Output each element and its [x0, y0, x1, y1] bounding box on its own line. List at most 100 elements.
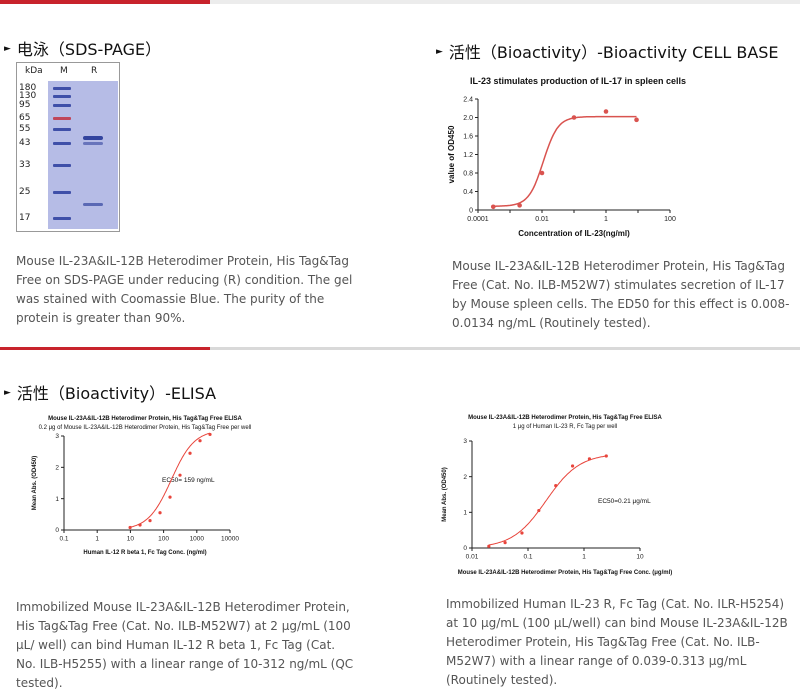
- x-tick-label: 100: [158, 536, 169, 543]
- data-point: [128, 525, 132, 530]
- x-tick-label: 0.01: [466, 554, 479, 561]
- ec50-annotation: EC50=0.21 μg/mL: [598, 498, 651, 505]
- y-tick-label: 0.8: [463, 170, 473, 177]
- bioactivity-cell-description: Mouse IL-23A&IL-12B Heterodimer Protein,…: [452, 259, 790, 330]
- gel-lane-r-label: R: [91, 66, 98, 76]
- y-tick-label: 1.2: [463, 152, 473, 159]
- y-tick-label: 0.4: [463, 189, 473, 196]
- gel-marker-label: 43: [19, 138, 31, 148]
- data-point: [188, 451, 192, 455]
- y-tick-label: 2: [55, 465, 59, 472]
- gel-marker-label: 33: [19, 160, 31, 170]
- elisa-heading: ► 活性（Bioactivity）-ELISA: [4, 380, 216, 404]
- marker-band: [53, 128, 71, 131]
- sample-band: [83, 142, 103, 145]
- sample-band: [83, 203, 103, 206]
- sds-page-heading: ► 电泳（SDS-PAGE）: [4, 36, 161, 60]
- data-point: [539, 170, 545, 176]
- gel-marker-label: 180: [19, 83, 37, 93]
- y-axis-label: value of OD450: [447, 125, 456, 183]
- x-axis-label: Mouse IL-23A&IL-12B Heterodimer Protein,…: [458, 570, 672, 576]
- bioactivity-cell-title: 活性（Bioactivity）-Bioactivity CELL BASE: [448, 43, 779, 62]
- data-point: [603, 109, 609, 114]
- fit-curve: [488, 455, 607, 546]
- marker-band: [53, 191, 71, 194]
- x-tick-label: 10000: [221, 536, 239, 543]
- sample-band: [83, 136, 103, 140]
- bioactivity-cell-heading: ► 活性（Bioactivity）-Bioactivity CELL BASE: [436, 39, 779, 63]
- x-tick-label: 1000: [190, 536, 205, 543]
- section-divider: [0, 347, 800, 350]
- x-tick-label: 1: [582, 554, 586, 561]
- data-point: [571, 115, 577, 120]
- gel-lane-m-label: M: [60, 66, 68, 76]
- y-tick-label: 1: [463, 510, 467, 517]
- data-point: [634, 117, 639, 123]
- data-point: [604, 454, 608, 458]
- sds-page-description: Mouse IL-23A&IL-12B Heterodimer Protein,…: [16, 254, 353, 325]
- y-tick-label: 0: [55, 527, 59, 534]
- y-tick-label: 2.4: [463, 96, 473, 103]
- fit-curve: [130, 432, 211, 528]
- bullet-triangle-icon: ►: [4, 387, 11, 398]
- elisa-right-description: Immobilized Human IL-23 R, Fc Tag (Cat. …: [446, 597, 788, 687]
- gel-marker-label: 65: [19, 113, 31, 123]
- marker-band: [53, 164, 71, 167]
- y-tick-label: 3: [55, 433, 59, 440]
- data-point: [587, 457, 592, 461]
- data-point: [198, 439, 202, 443]
- data-point: [570, 464, 575, 468]
- x-tick-label: 0.0001: [467, 216, 489, 223]
- bullet-triangle-icon: ►: [4, 43, 11, 54]
- y-tick-label: 1: [55, 496, 59, 503]
- elisa-left-description: Immobilized Mouse IL-23A&IL-12B Heterodi…: [16, 600, 354, 690]
- chart-title: Mouse IL-23A&IL-12B Heterodimer Protein,…: [468, 415, 662, 421]
- data-point: [158, 511, 162, 515]
- y-tick-label: 2.0: [463, 115, 473, 122]
- data-point: [168, 495, 172, 499]
- data-point: [490, 204, 496, 210]
- cell-based-chart: IL-23 stimulates production of IL-17 in …: [447, 76, 686, 238]
- gel-marker-label: 55: [19, 124, 31, 134]
- chart-title: Mouse IL-23A&IL-12B Heterodimer Protein,…: [48, 416, 242, 422]
- y-tick-label: 3: [463, 438, 467, 445]
- chart-subtitle: 0.2 μg of Mouse IL-23A&IL-12B Heterodime…: [39, 425, 252, 431]
- fit-curve: [493, 115, 637, 207]
- y-axis-label: Mean Abs. (OD450): [32, 456, 38, 510]
- gel-marker-label: 130: [19, 91, 37, 101]
- data-point: [208, 432, 212, 437]
- x-axis-label: Human IL-12 R beta 1, Fc Tag Conc. (ng/m…: [83, 550, 206, 556]
- gel-kda-header: kDa: [25, 66, 43, 76]
- x-tick-label: 1: [95, 536, 99, 543]
- sds-page-title: 电泳（SDS-PAGE）: [16, 40, 162, 59]
- bullet-triangle-icon: ►: [436, 46, 443, 57]
- x-tick-label: 0.1: [59, 536, 68, 543]
- x-axis-label: Concentration of IL-23(ng/ml): [518, 229, 630, 238]
- elisa-left-chart: Mouse IL-23A&IL-12B Heterodimer Protein,…: [32, 416, 252, 556]
- x-tick-label: 0.01: [535, 216, 549, 223]
- ec50-annotation: EC50= 159 ng/mL: [162, 477, 215, 484]
- marker-band: [53, 117, 71, 120]
- y-tick-label: 0: [463, 545, 467, 552]
- gel-marker-label: 17: [19, 213, 31, 223]
- data-point: [554, 483, 558, 488]
- marker-band: [53, 142, 71, 145]
- chart-subtitle: 1 μg of Human IL-23 R, Fc Tag per well: [513, 424, 617, 430]
- marker-band: [53, 87, 71, 90]
- marker-band: [53, 104, 71, 107]
- sds-page-gel-image: kDa M R 180 130 95 65 55 43 33 25 17: [16, 62, 120, 232]
- data-point: [503, 541, 507, 545]
- data-point: [138, 523, 142, 527]
- data-point: [517, 203, 522, 208]
- chart-title: IL-23 stimulates production of IL-17 in …: [470, 76, 686, 86]
- y-tick-label: 0: [469, 207, 473, 214]
- x-tick-label: 10: [636, 554, 644, 561]
- x-tick-label: 10: [127, 536, 135, 543]
- x-tick-label: 1: [604, 216, 608, 223]
- y-tick-label: 2: [463, 474, 467, 481]
- gel-marker-label: 95: [19, 100, 31, 110]
- gel-marker-label: 25: [19, 187, 31, 197]
- y-tick-label: 1.6: [463, 133, 473, 140]
- data-point: [148, 519, 152, 523]
- elisa-title: 活性（Bioactivity）-ELISA: [16, 384, 217, 403]
